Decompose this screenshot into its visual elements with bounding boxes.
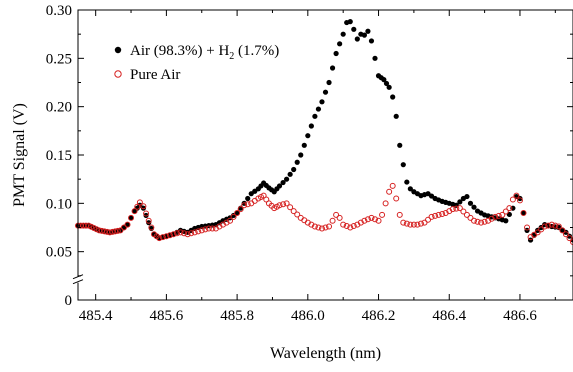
data-point-air-h2 [316,106,321,111]
data-point-air-h2 [302,143,307,148]
data-point-air-h2 [362,33,367,38]
data-point-air-h2 [471,205,476,210]
data-point-pure-air [337,215,342,220]
data-point-air-h2 [355,36,360,41]
data-point-air-h2 [348,19,353,24]
x-tick-label: 486.2 [362,308,396,324]
legend-label-air-h2-suffix: (1.7%) [234,43,279,59]
data-point-pure-air [387,189,392,194]
data-point-air-h2 [372,56,377,61]
y-tick-label: 0.25 [46,51,72,67]
data-point-air-h2 [337,41,342,46]
y-tick-label: 0.20 [46,100,72,116]
legend-marker-pure-air [115,71,121,77]
legend-label-air-h2: Air (98.3%) + H2 (1.7%) [130,43,279,62]
data-point-pure-air [252,198,257,203]
data-point-pure-air [380,212,385,217]
x-axis-title: Wavelength (nm) [270,345,381,362]
data-point-pure-air [390,183,395,188]
data-point-air-h2 [312,114,317,119]
data-point-air-h2 [319,99,324,104]
ticks: 485.4 485.6 485.8 486.0 486.2 486.4 486.6 0 0.05… [46,3,573,324]
legend: Air (98.3%) + H2 (1.7%) Pure Air [115,43,279,83]
x-tick-label: 486.6 [503,308,537,324]
data-point-air-h2 [295,160,300,165]
x-tick-label: 486.4 [432,308,466,324]
data-point-air-h2 [394,114,399,119]
data-point-pure-air [302,218,307,223]
data-point-air-h2 [468,201,473,206]
data-point-air-h2 [404,179,409,184]
data-point-air-h2 [334,51,339,56]
y-axis-title: PMT Signal (V) [11,103,28,207]
y-tick-label: 0.05 [46,245,72,261]
data-point-air-h2 [298,152,303,157]
data-point-air-h2 [464,194,469,199]
data-point-pure-air [397,212,402,217]
data-point-air-h2 [291,167,296,172]
data-point-air-h2 [387,85,392,90]
data-point-air-h2 [503,218,508,223]
data-point-air-h2 [401,162,406,167]
legend-label-air-h2-main: Air (98.3%) + H [130,43,229,59]
data-point-air-h2 [397,143,402,148]
x-tick-label: 485.8 [220,308,254,324]
x-tick-label: 486.0 [291,308,325,324]
data-point-air-h2 [365,29,370,34]
y-tick-label: 0 [65,293,73,309]
y-tick-label: 0.10 [46,196,72,212]
data-point-air-h2 [341,32,346,37]
data-point-air-h2 [284,177,289,182]
data-point-pure-air [298,215,303,220]
x-tick-label: 485.4 [79,308,113,324]
data-point-air-h2 [323,90,328,95]
data-point-air-h2 [245,196,250,201]
legend-label-pure-air: Pure Air [130,67,180,83]
data-point-air-h2 [288,172,293,177]
data-point-air-h2 [326,80,331,85]
y-tick-label: 0.30 [46,3,72,19]
data-point-air-h2 [309,123,314,128]
data-point-air-h2 [390,94,395,99]
data-point-pure-air [330,218,335,223]
legend-marker-air-h2 [115,47,121,53]
data-point-air-h2 [369,38,374,43]
y-tick-label: 0.15 [46,148,72,164]
data-point-air-h2 [305,133,310,138]
x-tick-label: 485.6 [150,308,184,324]
data-point-pure-air [394,196,399,201]
data-point-air-h2 [330,65,335,70]
data-point-pure-air [383,201,388,206]
data-point-air-h2 [351,27,356,32]
